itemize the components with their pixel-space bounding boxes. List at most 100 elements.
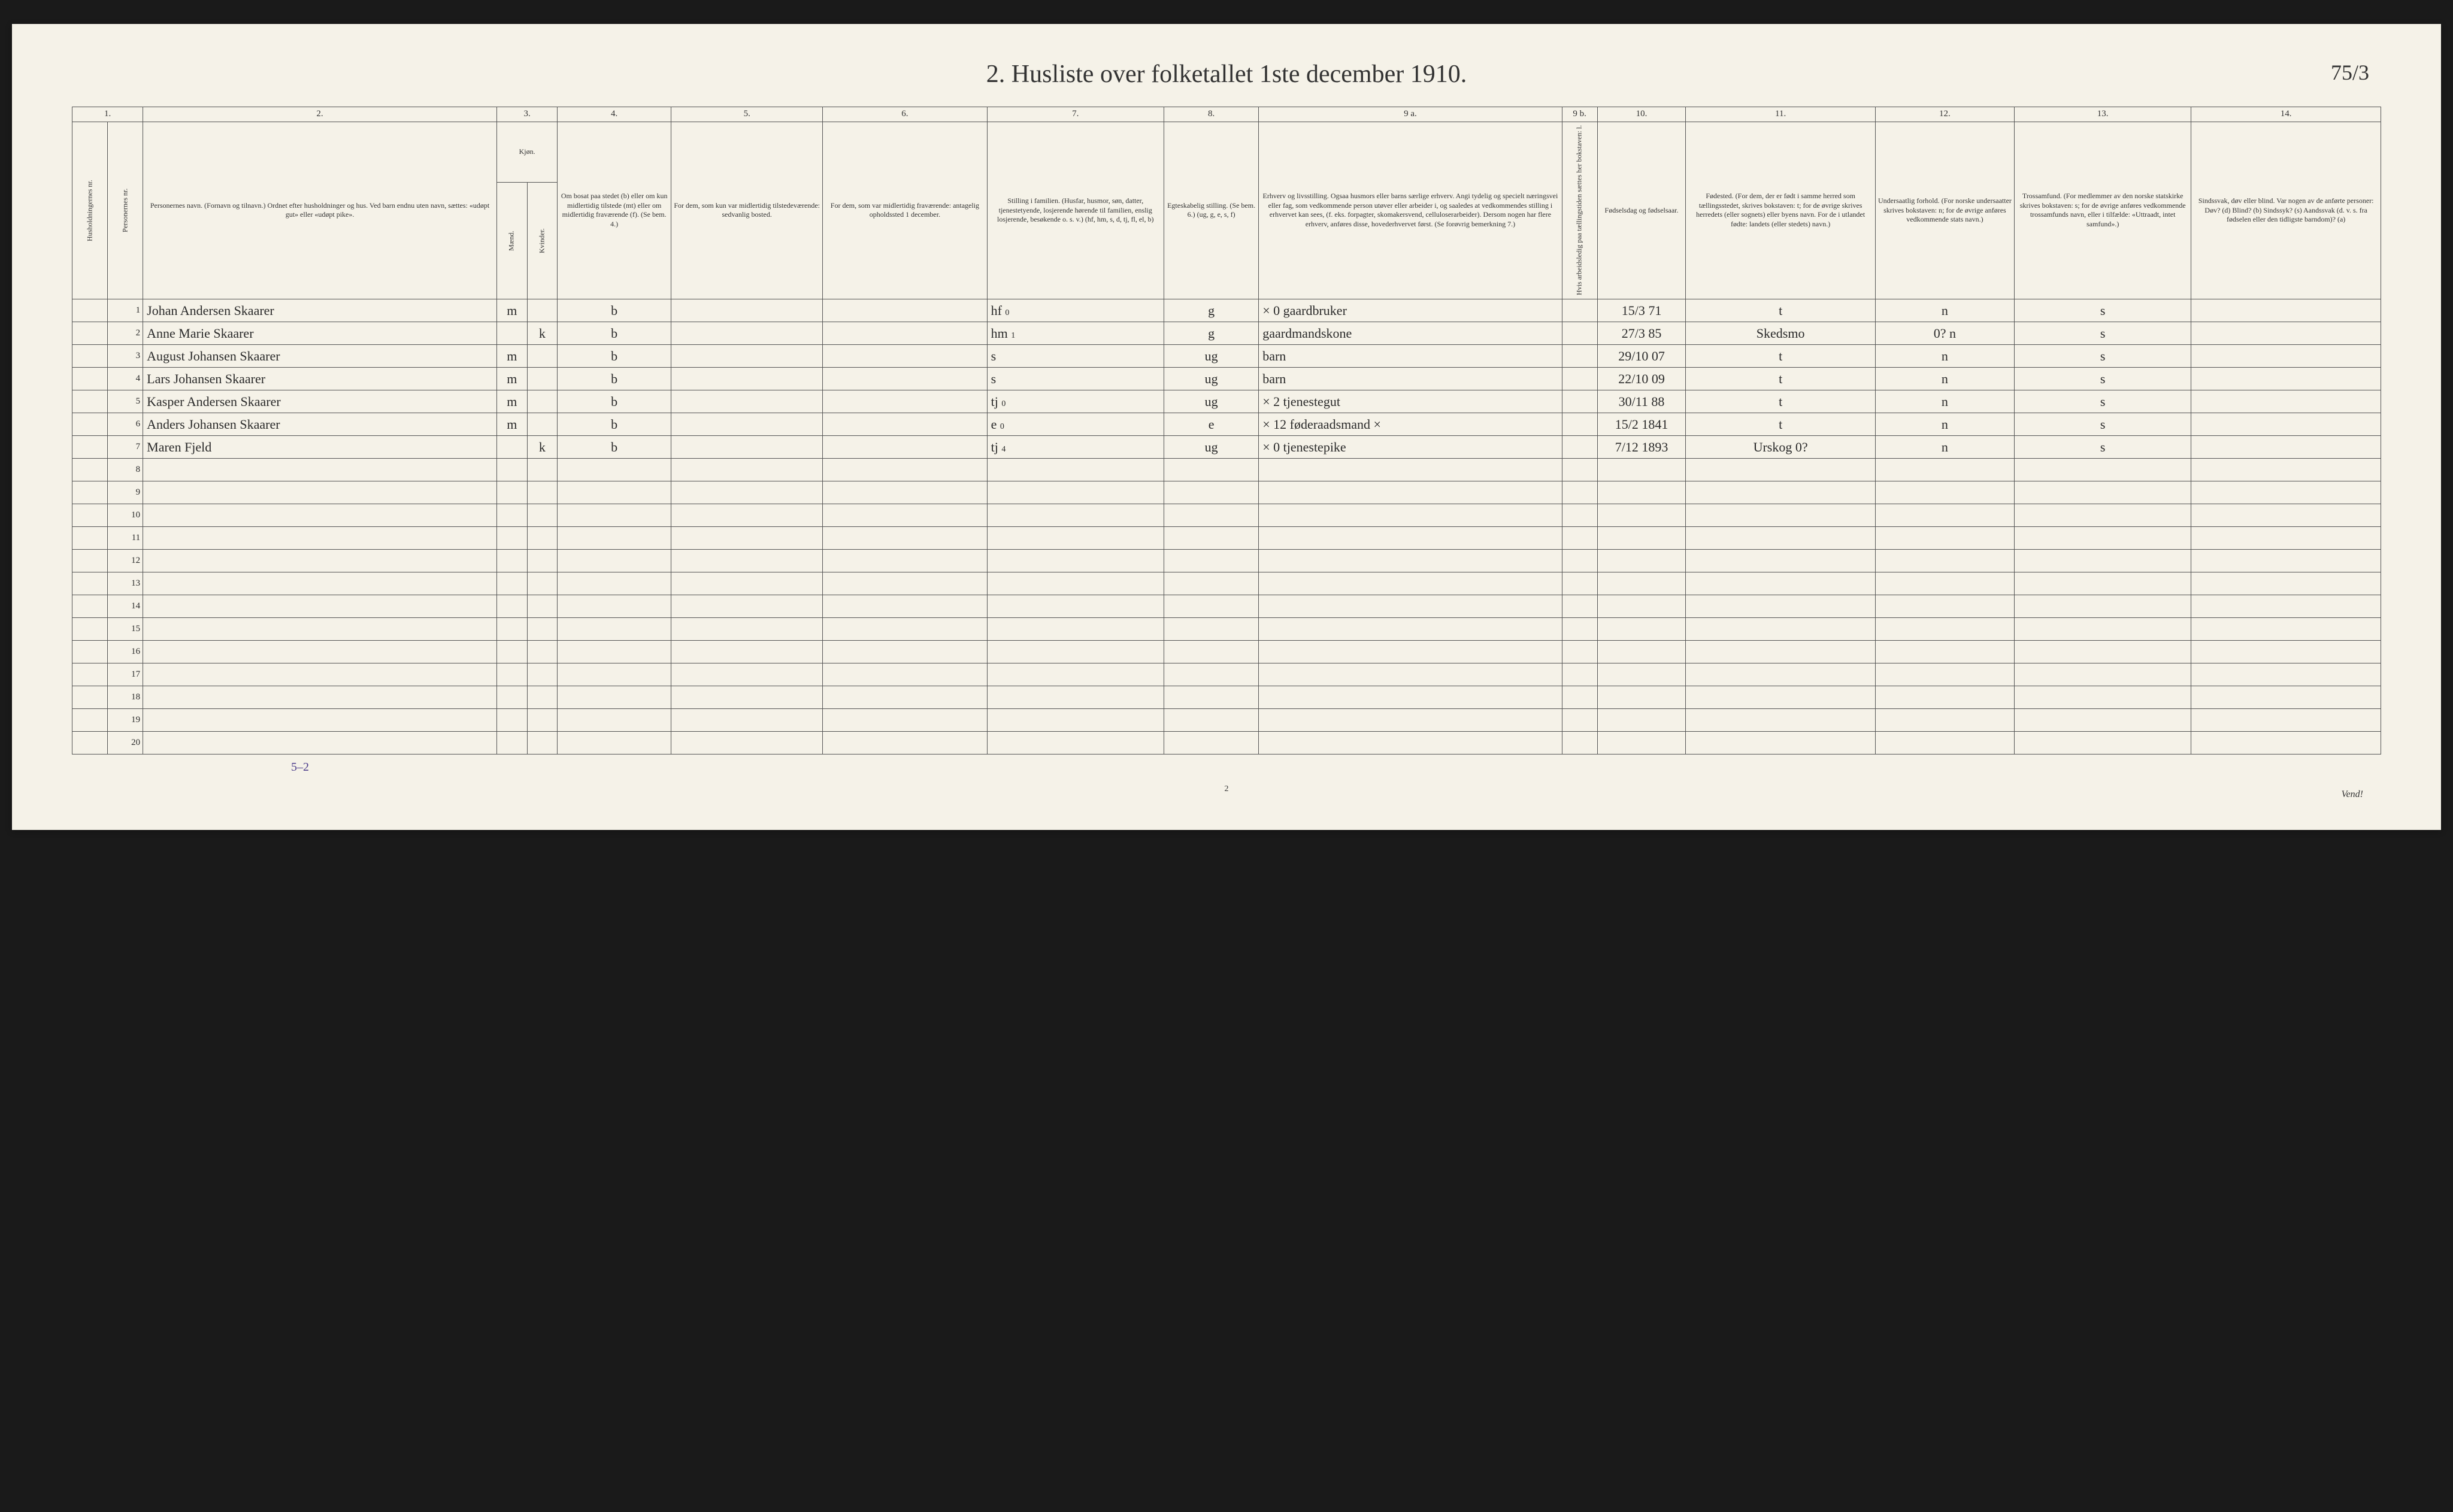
colnum-1: 1.	[72, 107, 143, 122]
birthplace	[1686, 459, 1876, 481]
sex-k	[527, 550, 558, 572]
residence-status	[558, 459, 671, 481]
household-num	[72, 436, 108, 459]
unemployed	[1562, 663, 1597, 686]
table-row: 7Maren Fjeldkbtj 4ug× 0 tjenestepike7/12…	[72, 436, 2381, 459]
marital-status: e	[1164, 413, 1258, 436]
colnum-12: 12.	[1875, 107, 2014, 122]
sex-m	[496, 527, 527, 550]
header-row-1: Husholdningernes nr. Personernes nr. Per…	[72, 122, 2381, 183]
religion	[2014, 572, 2191, 595]
marital-status	[1164, 686, 1258, 709]
sex-k	[527, 459, 558, 481]
unemployed	[1562, 618, 1597, 641]
religion	[2014, 595, 2191, 618]
unemployed	[1562, 322, 1597, 345]
residence-status: b	[558, 436, 671, 459]
person-name	[143, 663, 497, 686]
person-name	[143, 550, 497, 572]
usual-residence	[671, 732, 823, 755]
usual-residence	[671, 390, 823, 413]
person-name: Lars Johansen Skaarer	[143, 368, 497, 390]
religion	[2014, 481, 2191, 504]
birth-date	[1597, 550, 1686, 572]
footer-note-table: 5–2	[72, 756, 2381, 778]
person-name: Kasper Andersen Skaarer	[143, 390, 497, 413]
disability	[2191, 595, 2381, 618]
nationality	[1875, 641, 2014, 663]
whereabouts	[823, 572, 987, 595]
sex-m	[496, 504, 527, 527]
marital-status: ug	[1164, 436, 1258, 459]
person-name	[143, 481, 497, 504]
sex-m	[496, 322, 527, 345]
nationality	[1875, 550, 2014, 572]
unemployed	[1562, 436, 1597, 459]
marital-status	[1164, 663, 1258, 686]
usual-residence	[671, 686, 823, 709]
residence-status: b	[558, 413, 671, 436]
occupation: barn	[1259, 345, 1562, 368]
occupation	[1259, 572, 1562, 595]
birthplace: t	[1686, 390, 1876, 413]
residence-status	[558, 550, 671, 572]
household-num	[72, 595, 108, 618]
person-num: 20	[108, 732, 143, 755]
table-row: 10	[72, 504, 2381, 527]
occupation	[1259, 504, 1562, 527]
hdr-col3b: Kvinder.	[527, 183, 558, 299]
census-table: 1. 2. 3. 4. 5. 6. 7. 8. 9 a. 9 b. 10. 11…	[72, 107, 2381, 755]
disability	[2191, 572, 2381, 595]
occupation	[1259, 550, 1562, 572]
usual-residence	[671, 481, 823, 504]
sex-m	[496, 709, 527, 732]
usual-residence	[671, 436, 823, 459]
person-num: 3	[108, 345, 143, 368]
sex-k	[527, 345, 558, 368]
nationality: n	[1875, 390, 2014, 413]
household-num	[72, 709, 108, 732]
family-position	[987, 550, 1164, 572]
hdr-col3a: Mænd.	[496, 183, 527, 299]
residence-status: b	[558, 368, 671, 390]
hdr-col7: Stilling i familien. (Husfar, husmor, sø…	[987, 122, 1164, 299]
person-name	[143, 459, 497, 481]
nationality	[1875, 572, 2014, 595]
hdr-col13: Trossamfund. (For medlemmer av den norsk…	[2014, 122, 2191, 299]
hdr-col4: Om bosat paa stedet (b) eller om kun mid…	[558, 122, 671, 299]
nationality: n	[1875, 413, 2014, 436]
unemployed	[1562, 345, 1597, 368]
hdr-col12: Undersaatlig forhold. (For norske unders…	[1875, 122, 2014, 299]
residence-status	[558, 686, 671, 709]
disability	[2191, 322, 2381, 345]
person-num: 9	[108, 481, 143, 504]
nationality: n	[1875, 368, 2014, 390]
household-num	[72, 686, 108, 709]
household-num	[72, 550, 108, 572]
sex-m	[496, 595, 527, 618]
colnum-7: 7.	[987, 107, 1164, 122]
religion	[2014, 709, 2191, 732]
whereabouts	[823, 618, 987, 641]
occupation	[1259, 686, 1562, 709]
birthplace	[1686, 595, 1876, 618]
household-num	[72, 481, 108, 504]
person-num: 6	[108, 413, 143, 436]
nationality	[1875, 709, 2014, 732]
person-num: 18	[108, 686, 143, 709]
marital-status: ug	[1164, 390, 1258, 413]
sex-m	[496, 686, 527, 709]
disability	[2191, 550, 2381, 572]
marital-status	[1164, 641, 1258, 663]
hdr-col10: Fødselsdag og fødselsaar.	[1597, 122, 1686, 299]
person-name: Anne Marie Skaarer	[143, 322, 497, 345]
occupation	[1259, 709, 1562, 732]
disability	[2191, 732, 2381, 755]
family-position	[987, 732, 1164, 755]
residence-status	[558, 481, 671, 504]
household-num	[72, 641, 108, 663]
sex-k: k	[527, 436, 558, 459]
family-position	[987, 709, 1164, 732]
disability	[2191, 709, 2381, 732]
residence-status	[558, 618, 671, 641]
